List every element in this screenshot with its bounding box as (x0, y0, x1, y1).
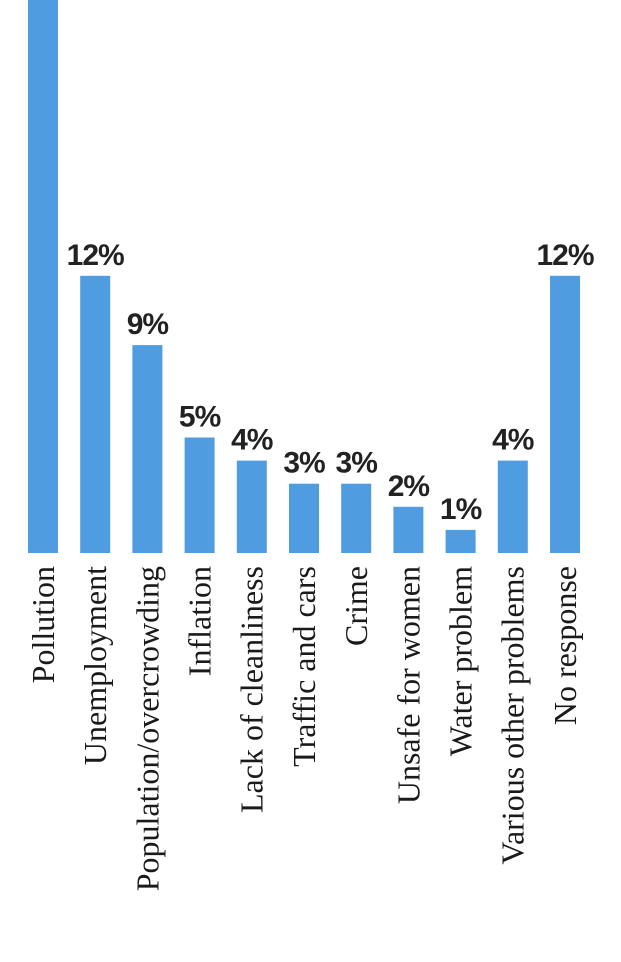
category-label-crime: Crime (338, 566, 374, 646)
bar-no-response (550, 275, 580, 553)
category-label-various-other-problems: Various other problems (495, 566, 531, 865)
category-label-no-response: No response (547, 566, 583, 725)
category-label-unemployment: Unemployment (77, 566, 113, 765)
bar-crime (341, 483, 372, 553)
category-label-pollution: Pollution (25, 566, 61, 683)
value-label-inflation: 5% (179, 401, 221, 434)
value-label-crime: 3% (336, 447, 378, 480)
value-label-traffic-and-cars: 3% (283, 447, 325, 480)
category-label-population-overcrowding: Population/overcrowding (129, 566, 165, 891)
category-label-traffic-and-cars: Traffic and cars (286, 566, 322, 767)
category-label-inflation: Inflation (182, 566, 218, 676)
value-label-no-response: 12% (536, 239, 593, 272)
bar-inflation (184, 437, 215, 553)
bar-traffic-and-cars (289, 483, 319, 553)
bar-pollution (28, 0, 58, 553)
category-label-unsafe-for-women: Unsafe for women (390, 566, 426, 804)
bar-lack-of-cleanliness (236, 460, 267, 553)
bar-various-other-problems (497, 460, 528, 553)
category-label-lack-of-cleanliness: Lack of cleanliness (234, 566, 270, 813)
value-label-population-overcrowding: 9% (127, 308, 169, 341)
bar-population-overcrowding (132, 345, 163, 553)
value-label-various-other-problems: 4% (492, 424, 534, 457)
bar-unsafe-for-women (393, 506, 424, 553)
bar-water-problem (445, 529, 476, 553)
value-label-water-problem: 1% (440, 493, 482, 526)
category-label-water-problem: Water problem (443, 566, 479, 756)
value-label-lack-of-cleanliness: 4% (231, 424, 273, 457)
value-label-unemployment: 12% (67, 239, 124, 272)
bar-unemployment (80, 275, 111, 553)
value-label-unsafe-for-women: 2% (388, 470, 430, 503)
